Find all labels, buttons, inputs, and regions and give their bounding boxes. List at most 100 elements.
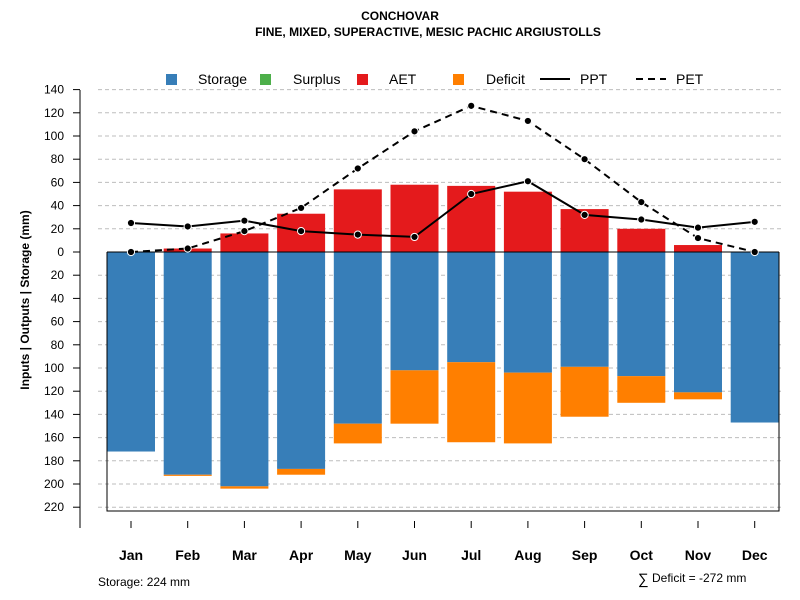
x-tick-label: Dec [742,547,768,563]
gridlines [98,89,784,508]
y-tick-label: 80 [51,152,65,166]
bar-storage-oct [617,252,666,377]
point-ppt-jul [467,189,476,199]
bar-storage-nov [674,252,722,393]
y-tick-label: 120 [44,106,64,120]
point-ppt-may [353,230,362,239]
x-tick-label: Aug [514,547,541,563]
point-pet-sep [580,155,589,164]
legend-swatch-surplus [260,74,271,85]
point-pet-apr [297,203,306,213]
bar-deficit-sep [560,366,609,417]
legend-swatch-aet [357,74,368,85]
bar-storage-jul [447,252,496,363]
legend-label-deficit: Deficit [486,71,525,87]
point-pet-jul [467,101,476,110]
y-tick-label: 100 [44,361,64,375]
bar-storage-dec [730,252,779,423]
line-ppt [130,180,755,238]
bar-aet-aug [503,191,552,252]
y-axis-label: Inputs | Outputs | Storage (mm) [18,210,32,389]
legend-swatch-storage [166,74,177,85]
chart-subtitle: FINE, MIXED, SUPERACTIVE, MESIC PACHIC A… [255,25,601,39]
y-tick-label: 200 [44,477,64,491]
deficit-note: Deficit = -272 mm [652,571,746,585]
y-tick-label: 220 [44,500,64,514]
bar-deficit-jun [390,370,439,424]
bar-storage-sep [560,252,609,367]
point-pet-jan [126,247,136,257]
point-ppt-feb [183,222,192,231]
bar-storage-apr [277,252,326,469]
bar-storage-mar [220,252,269,487]
legend-label-ppt: PPT [580,71,608,87]
legend-label-storage: Storage [198,71,247,87]
legend-label-surplus: Surplus [293,71,340,87]
bar-deficit-feb [163,474,212,476]
point-pet-may [353,164,362,173]
bar-aet-oct [617,228,666,252]
y-tick-label: 140 [44,83,64,97]
legend-label-aet: AET [389,71,417,87]
deficit-sum-symbol: ∑ [638,571,649,588]
x-tick-label: Mar [232,547,257,563]
bar-aet-mar [220,233,269,252]
x-tick-label: Nov [685,547,712,563]
legend: Storage Surplus AET Deficit PPT PET [166,71,704,87]
bar-deficit-apr [277,468,326,475]
storage-note: Storage: 224 mm [98,575,190,589]
bar-storage-feb [163,252,212,475]
y-axis: 1401201008060402002040608010012014016018… [44,83,81,528]
bar-deficit-aug [503,372,552,444]
bar-aet-jun [390,184,439,252]
point-pet-oct [637,198,646,207]
bar-deficit-may [333,423,382,444]
chart-title: CONCHOVAR [361,9,439,23]
bar-deficit-oct [617,376,666,403]
bar-storage-aug [503,252,552,373]
bar-storage-may [333,252,382,424]
point-ppt-aug [523,177,533,186]
storage-frame [106,252,780,512]
x-tick-label: Oct [630,547,654,563]
y-tick-label: 180 [44,454,64,468]
bar-aet-nov [674,245,722,252]
bar-storage-jan [107,252,155,452]
line-series [126,101,759,257]
point-pet-dec [750,247,759,257]
x-tick-label: Apr [289,547,314,563]
point-ppt-jun [410,232,419,242]
bar-deficit-jul [447,362,496,443]
point-ppt-apr [297,227,306,236]
legend-swatch-deficit [453,74,464,85]
point-ppt-oct [637,215,646,224]
legend-label-pet: PET [676,71,704,87]
bar-deficit-mar [220,486,269,489]
y-tick-label: 40 [51,199,65,213]
point-ppt-dec [750,217,759,226]
bar-deficit-nov [674,392,722,400]
point-pet-aug [523,116,533,126]
point-pet-nov [693,233,703,243]
y-tick-label: 160 [44,431,64,445]
y-tick-label: 60 [51,175,65,189]
y-tick-label: 20 [51,268,65,282]
y-tick-label: 100 [44,129,64,143]
bar-series [106,184,780,512]
y-tick-label: 120 [44,384,64,398]
x-axis: Jan Feb Mar Apr May Jun Jul Aug Sep Oct Nov Dec [119,521,768,563]
point-ppt-mar [240,216,249,225]
x-tick-label: Jan [119,547,143,563]
y-tick-label: 60 [51,315,65,329]
bar-aet-may [333,189,382,252]
y-tick-label: 0 [57,245,64,259]
point-ppt-nov [693,223,703,232]
y-tick-label: 80 [51,338,65,352]
x-tick-label: Feb [175,547,200,563]
point-pet-mar [240,227,249,236]
x-tick-label: May [344,547,371,563]
point-pet-jun [410,127,419,136]
y-tick-label: 40 [51,291,65,305]
x-tick-label: Sep [572,547,598,563]
